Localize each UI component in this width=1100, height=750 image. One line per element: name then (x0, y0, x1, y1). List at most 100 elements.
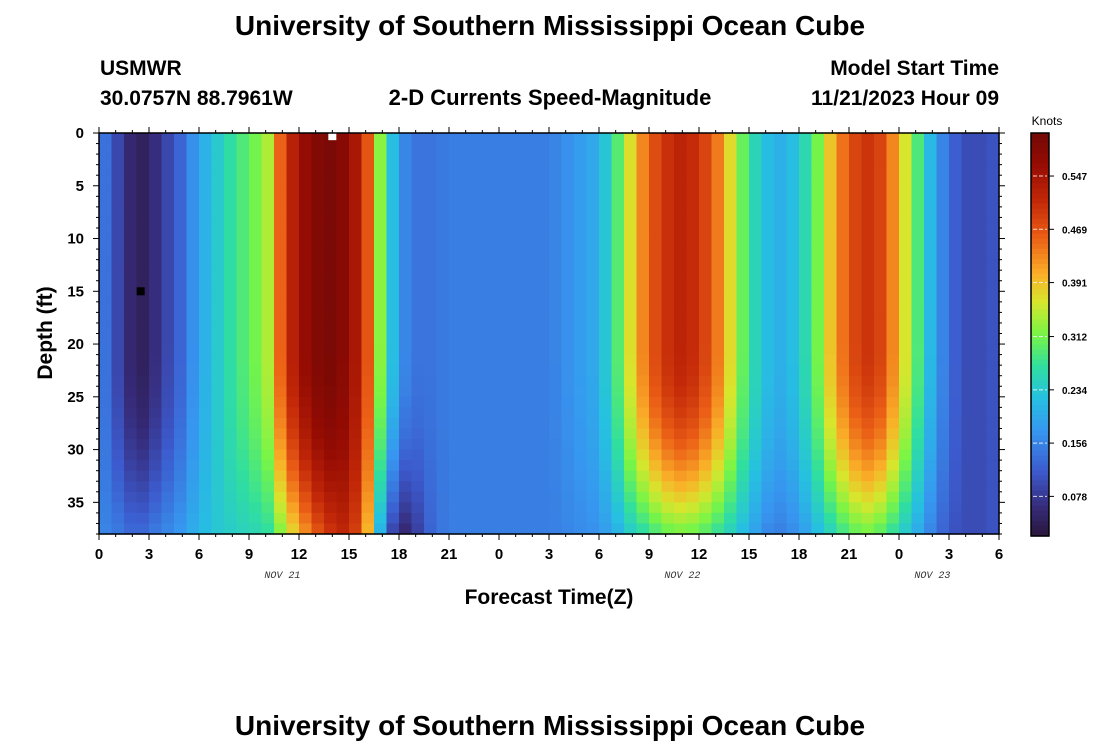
heatmap-cell (136, 407, 150, 419)
heatmap-cell (436, 238, 450, 250)
heatmap-cell (336, 280, 350, 292)
colorbar-cell (1031, 515, 1049, 522)
heatmap-cell (399, 333, 413, 345)
heatmap-cell (699, 333, 713, 345)
heatmap-cell (374, 154, 388, 166)
heatmap-cell (774, 470, 788, 482)
heatmap-cell (961, 164, 975, 176)
heatmap-cell (474, 354, 488, 366)
heatmap-cell (861, 344, 875, 356)
heatmap-cell (174, 322, 188, 335)
heatmap-cell (974, 154, 988, 166)
x-tick-label: 15 (741, 546, 758, 563)
x-tick-label: 21 (441, 546, 458, 563)
heatmap-cell (299, 333, 313, 345)
heatmap-cell (161, 428, 175, 440)
heatmap-cell (774, 481, 788, 493)
heatmap-cell (961, 249, 975, 261)
heatmap-cell (261, 175, 275, 187)
heatmap-cell (749, 270, 763, 282)
heatmap-cell (311, 133, 325, 145)
heatmap-cell (574, 428, 588, 440)
heatmap-cell (499, 502, 513, 514)
heatmap-cell (574, 365, 588, 377)
heatmap-cell (911, 227, 925, 240)
heatmap-cell (674, 196, 688, 208)
heatmap-cell (386, 333, 400, 345)
heatmap-cell (561, 143, 575, 155)
heatmap-cell (536, 238, 550, 250)
heatmap-cell (124, 502, 138, 514)
heatmap-cell (799, 481, 813, 493)
heatmap-cell (99, 354, 113, 366)
heatmap-cell (299, 227, 313, 240)
heatmap-cell (324, 164, 338, 176)
heatmap-cell (499, 322, 513, 335)
heatmap-cell (274, 375, 288, 387)
heatmap-cell (761, 270, 775, 282)
heatmap-cell (761, 470, 775, 482)
heatmap-cell (411, 143, 425, 155)
heatmap-cell (936, 249, 950, 261)
heatmap-cell (361, 460, 375, 472)
heatmap-cell (786, 396, 800, 408)
heatmap-cell (586, 481, 600, 493)
heatmap-cell (786, 217, 800, 229)
heatmap-cell (899, 249, 913, 261)
heatmap-cell (549, 333, 563, 345)
heatmap-cell (611, 386, 625, 398)
heatmap-cell (124, 259, 138, 271)
colorbar-cell (1031, 420, 1049, 426)
heatmap-cell (436, 354, 450, 366)
heatmap-cell (974, 217, 988, 229)
heatmap-cell (649, 301, 663, 313)
heatmap-cell (811, 154, 825, 166)
heatmap-cell (936, 417, 950, 430)
heatmap-cell (849, 439, 863, 451)
colorbar-cell (1031, 399, 1049, 406)
heatmap-cell (286, 249, 300, 261)
heatmap-cell (299, 512, 313, 525)
heatmap-cell (549, 439, 563, 451)
heatmap-cell (974, 386, 988, 398)
heatmap-cell (211, 196, 225, 208)
heatmap-cell (149, 301, 163, 313)
heatmap-cell (786, 185, 800, 197)
heatmap-cell (974, 491, 988, 503)
heatmap-cell (674, 164, 688, 176)
heatmap-cell (624, 428, 638, 440)
heatmap-cell (186, 365, 200, 377)
heatmap-cell (786, 333, 800, 345)
heatmap-cell (574, 143, 588, 155)
heatmap-cell (99, 133, 113, 145)
heatmap-cell (699, 301, 713, 313)
heatmap-cell (324, 270, 338, 282)
heatmap-cell (486, 312, 500, 324)
heatmap-cell (374, 481, 388, 493)
heatmap-cell (574, 238, 588, 250)
heatmap-cell (124, 154, 138, 166)
heatmap-cell (311, 407, 325, 419)
heatmap-cell (811, 449, 825, 461)
heatmap-cell (911, 154, 925, 166)
heatmap-cell (524, 249, 538, 261)
heatmap-cell (774, 259, 788, 271)
heatmap-cell (624, 249, 638, 261)
heatmap-cell (224, 227, 238, 240)
heatmap-cell (399, 175, 413, 187)
heatmap-cell (336, 227, 350, 240)
heatmap-cell (611, 491, 625, 503)
heatmap-cell (536, 280, 550, 292)
heatmap-cell (174, 354, 188, 366)
heatmap-cell (474, 481, 488, 493)
heatmap-cell (236, 133, 250, 145)
heatmap-cell (811, 502, 825, 514)
heatmap-cell (261, 417, 275, 430)
heatmap-cell (874, 512, 888, 525)
heatmap-cell (311, 280, 325, 292)
heatmap-cell (286, 502, 300, 514)
heatmap-cell (486, 344, 500, 356)
heatmap-cell (511, 133, 525, 145)
heatmap-cell (811, 396, 825, 408)
heatmap-cell (161, 502, 175, 514)
